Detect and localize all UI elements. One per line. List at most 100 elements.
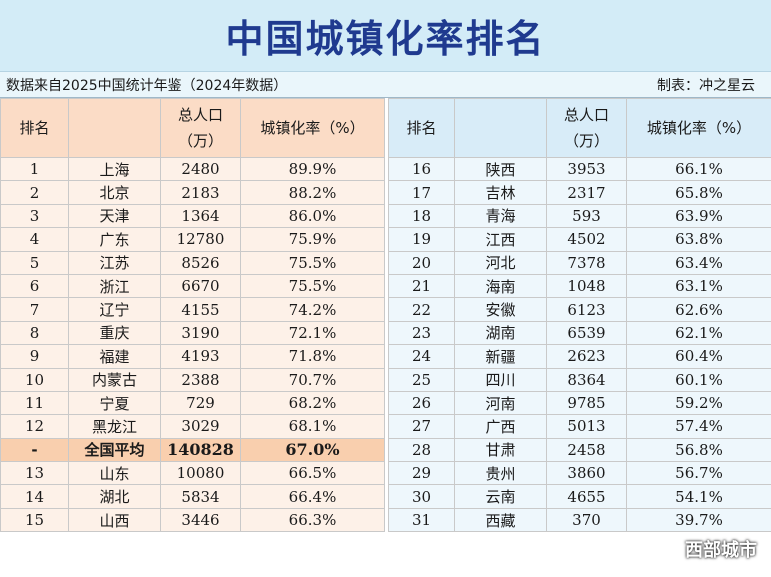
cell-name: 吉林 <box>454 180 547 205</box>
cell-rate: 68.2% <box>240 390 385 416</box>
cell-pop: 3029 <box>160 414 241 439</box>
page-title: 中国城镇化率排名 <box>0 0 771 72</box>
cell-rate: 66.4% <box>240 484 385 509</box>
cell-pop: 6670 <box>160 273 241 299</box>
cell-name: 宁夏 <box>68 390 161 416</box>
cell-rate: 66.1% <box>626 156 771 182</box>
cell-name: 河北 <box>454 250 547 275</box>
cell-rate: 39.7% <box>626 507 771 533</box>
cell-rank: 6 <box>0 273 69 299</box>
cell-pop: 9785 <box>546 390 627 416</box>
cell-name: 湖南 <box>454 320 547 346</box>
cell-pop: 5834 <box>160 484 241 509</box>
cell-pop: 3190 <box>160 320 241 346</box>
table-row: 3 天津 1364 86.0% 18 青海 593 63.9% <box>0 203 771 229</box>
table-row: 2 北京 2183 88.2% 17 吉林 2317 65.8% <box>0 180 771 205</box>
cell-name: 山西 <box>68 507 161 533</box>
cell-name: 陕西 <box>454 156 547 182</box>
header-row: 排名 总人口 （万） 城镇化率（%） 排名 总人口 （万） 城镇化率（%） <box>0 98 771 158</box>
table-row: 6 浙江 6670 75.5% 21 海南 1048 63.1% <box>0 273 771 299</box>
cell-rank: 2 <box>0 180 69 205</box>
cell-rate: 68.1% <box>240 414 385 439</box>
cell-rank: 3 <box>0 203 69 229</box>
cell-pop: 5013 <box>546 414 627 439</box>
cell-name: 北京 <box>68 180 161 205</box>
table-row: 1 上海 2480 89.9% 16 陕西 3953 66.1% <box>0 156 771 182</box>
cell-rate: 62.1% <box>626 320 771 346</box>
cell-rank: 25 <box>388 367 455 392</box>
cell-rank: 16 <box>388 156 455 182</box>
table-row: 15 山西 3446 66.3% 31 西藏 370 39.7% <box>0 507 771 533</box>
cell-rank: 9 <box>0 344 69 369</box>
cell-pop: 3446 <box>160 507 241 533</box>
cell-name: 河南 <box>454 390 547 416</box>
cell-pop: 7378 <box>546 250 627 275</box>
source-note: 数据来自2025中国统计年鉴（2024年数据） <box>6 77 288 94</box>
cell-rate: 74.2% <box>240 297 385 322</box>
cell-pop: 593 <box>546 203 627 229</box>
header-rank-left: 排名 <box>0 98 69 158</box>
cell-name: 广东 <box>68 227 161 252</box>
cell-name: 内蒙古 <box>68 367 161 392</box>
cell-rank: 23 <box>388 320 455 346</box>
cell-pop: 2458 <box>546 437 627 463</box>
header-blank-right <box>454 98 547 158</box>
cell-name: 甘肃 <box>454 437 547 463</box>
cell-rate: 88.2% <box>240 180 385 205</box>
cell-rank: 10 <box>0 367 69 392</box>
cell-rate: 60.4% <box>626 344 771 369</box>
cell-pop: 370 <box>546 507 627 533</box>
cell-name: 上海 <box>68 156 161 182</box>
cell-rate: 56.8% <box>626 437 771 463</box>
cell-rate: 66.5% <box>240 461 385 486</box>
cell-rate: 75.5% <box>240 250 385 275</box>
cell-rate: 54.1% <box>626 484 771 509</box>
cell-rank: 28 <box>388 437 455 463</box>
cell-rate: 72.1% <box>240 320 385 346</box>
subtitle-row: 数据来自2025中国统计年鉴（2024年数据） 制表：冲之星云 <box>0 72 771 98</box>
cell-rank: 31 <box>388 507 455 533</box>
cell-rank: 27 <box>388 414 455 439</box>
cell-rate: 56.7% <box>626 461 771 486</box>
cell-rate: 75.5% <box>240 273 385 299</box>
cell-rate: 63.4% <box>626 250 771 275</box>
table-row: 10 内蒙古 2388 70.7% 25 四川 8364 60.1% <box>0 367 771 392</box>
cell-pop: 729 <box>160 390 241 416</box>
header-population-line1: 总人口 <box>177 106 223 124</box>
cell-rate: 59.2% <box>626 390 771 416</box>
cell-name: 青海 <box>454 203 547 229</box>
cell-rate: 71.8% <box>240 344 385 369</box>
cell-pop: 3860 <box>546 461 627 486</box>
header-rate-left: 城镇化率（%） <box>240 98 385 158</box>
header-rank-right: 排名 <box>388 98 455 158</box>
cell-rank: 18 <box>388 203 455 229</box>
cell-rank: 5 <box>0 250 69 275</box>
header-rate-right: 城镇化率（%） <box>626 98 771 158</box>
cell-rate: 65.8% <box>626 180 771 205</box>
cell-rate: 86.0% <box>240 203 385 229</box>
cell-pop: 2623 <box>546 344 627 369</box>
cell-rank: 15 <box>0 507 69 533</box>
cell-pop: 1048 <box>546 273 627 299</box>
cell-rank: - <box>0 437 69 463</box>
cell-name: 全国平均 <box>68 437 161 463</box>
cell-pop: 8364 <box>546 367 627 392</box>
cell-rank: 24 <box>388 344 455 369</box>
cell-rate: 63.9% <box>626 203 771 229</box>
author-note: 制表：冲之星云 <box>657 77 755 94</box>
cell-rate: 67.0% <box>240 437 385 463</box>
header-population-line2: （万） <box>177 132 223 150</box>
cell-pop: 2183 <box>160 180 241 205</box>
header-population-right: 总人口 （万） <box>546 98 627 158</box>
header-population-left: 总人口 （万） <box>160 98 241 158</box>
cell-name: 新疆 <box>454 344 547 369</box>
cell-rank: 17 <box>388 180 455 205</box>
cell-rate: 70.7% <box>240 367 385 392</box>
cell-name: 山东 <box>68 461 161 486</box>
cell-pop: 12780 <box>160 227 241 252</box>
cell-name: 湖北 <box>68 484 161 509</box>
cell-name: 海南 <box>454 273 547 299</box>
cell-name: 贵州 <box>454 461 547 486</box>
cell-pop: 4655 <box>546 484 627 509</box>
